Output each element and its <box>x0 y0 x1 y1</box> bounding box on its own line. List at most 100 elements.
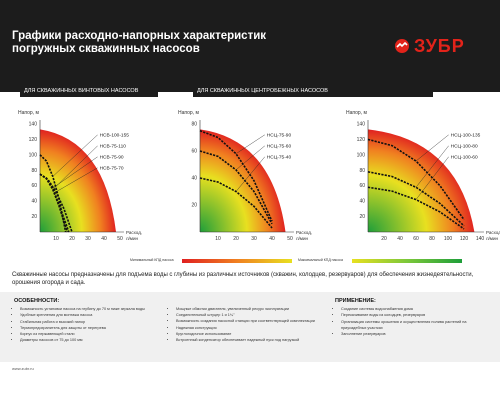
series-label: НСЦ-75-40 <box>267 154 292 160</box>
y-tick-label: 40 <box>31 199 37 205</box>
x-tick-label: 40 <box>397 236 403 242</box>
y-axis-label: Напор, м <box>18 110 39 116</box>
x-axis-label: Расход, <box>486 230 500 235</box>
y-tick-label: 100 <box>29 152 38 158</box>
y-tick-label: 20 <box>359 214 365 220</box>
features-list-2: Мощные обмотки двигателя, увеличенный ре… <box>170 306 325 343</box>
y-axis-label: Напор, м <box>178 110 199 116</box>
list-item: Встроенный конденсатор обеспечивает наде… <box>176 337 325 343</box>
series-label: НСВ-75-90 <box>100 154 124 160</box>
application-title: ПРИМЕНЕНИЕ: <box>335 298 376 304</box>
x-tick-label: 20 <box>381 236 387 242</box>
list-item: Стабильная работа и высокий напор <box>20 319 164 325</box>
series-leader <box>52 156 98 189</box>
x-tick-label: 50 <box>117 236 123 242</box>
legend-max-bar <box>352 259 462 263</box>
list-item: Термопредохранитель для защиты от перегр… <box>20 325 164 331</box>
list-item: Мощные обмотки двигателя, увеличенный ре… <box>176 306 325 312</box>
y-tick-label: 20 <box>31 214 37 220</box>
header-banner: Графики расходно-напорных характеристик … <box>0 0 500 92</box>
list-item: Удобные крепления для монтажа насоса <box>20 312 164 318</box>
series-label: НСЦ-100-135 <box>451 132 481 138</box>
features-list-1: Возможность установки насоса на глубину … <box>14 306 164 343</box>
list-item: Надежная конструкция <box>176 325 325 331</box>
application-list: Создание системы водоснабжения дома Пере… <box>335 306 485 337</box>
x-axis-label: Расход, <box>126 230 142 235</box>
x-axis-label-unit: л/мин <box>296 236 308 241</box>
series-label: НСВ-75-110 <box>100 143 127 149</box>
series-label: НСЦ-100-80 <box>451 143 478 149</box>
x-tick-label: 120 <box>460 236 469 242</box>
chart-1: 140 120 100 80 60 40 20 10 20 30 40 50 Напор, м Расхо… <box>18 110 142 242</box>
list-item: Заполнение резервуаров <box>341 331 485 337</box>
x-tick-label: 30 <box>251 236 257 242</box>
y-tick-label: 40 <box>191 176 197 182</box>
series-leader <box>52 145 98 190</box>
x-tick-label: 100 <box>444 236 453 242</box>
brand-emblem-icon <box>395 39 409 53</box>
series-leader <box>415 134 449 162</box>
series-leader <box>235 134 265 154</box>
application-column: ПРИМЕНЕНИЕ: Создание системы водоснабжен… <box>335 298 485 337</box>
x-tick-label: 40 <box>269 236 275 242</box>
y-tick-label: 140 <box>357 122 366 128</box>
x-tick-label: 140 <box>476 236 485 242</box>
series-label: НСВ-75-70 <box>100 165 124 171</box>
y-tick-label: 120 <box>357 137 366 143</box>
x-tick-label: 10 <box>215 236 221 242</box>
features-column-1: ОСОБЕННОСТИ: Возможность установки насос… <box>14 298 164 343</box>
description-text: Скважинные насосы предназначены для подъ… <box>12 272 474 286</box>
list-item: Возможность создания насосной станции пр… <box>176 318 325 324</box>
section-label-screw: ДЛЯ СКВАЖИННЫХ ВИНТОВЫХ НАСОСОВ <box>20 85 158 97</box>
y-tick-label: 80 <box>191 122 197 128</box>
efficiency-area <box>200 129 286 232</box>
series-leader <box>235 145 265 171</box>
list-item: Перекачивание воды из колодцев, резервуа… <box>341 312 485 318</box>
list-item: Организация системы орошения и осуществл… <box>341 319 485 331</box>
x-tick-label: 40 <box>101 236 107 242</box>
chart-3: 140 120 100 80 60 40 20 20 40 60 80 100 120 140 Напор,… <box>346 110 500 242</box>
charts-area: 140 120 100 80 60 40 20 10 20 30 40 50 Напор, м Расхо… <box>18 110 500 242</box>
series-label: НСЦ-75-90 <box>267 132 292 138</box>
list-item: Корпус из нержавеющей стали <box>20 331 164 337</box>
info-panel: ОСОБЕННОСТИ: Возможность установки насос… <box>0 292 500 362</box>
legend-max-label: Максимальный КПД насоса <box>298 258 343 262</box>
y-tick-label: 80 <box>31 168 37 174</box>
efficiency-legend: Минимальный КПД насоса Максимальный КПД … <box>130 256 470 266</box>
y-tick-label: 60 <box>359 183 365 189</box>
brand-name: ЗУБР <box>414 35 465 56</box>
x-tick-label: 60 <box>413 236 419 242</box>
x-axis-label: Расход, <box>296 230 312 235</box>
series-leader <box>52 134 98 177</box>
legend-min-bar <box>182 259 292 263</box>
list-item: Соединительный штуцер 1 и 1¼" <box>176 312 325 318</box>
x-tick-label: 20 <box>69 236 75 242</box>
features-title: ОСОБЕННОСТИ: <box>14 298 60 304</box>
x-tick-label: 80 <box>429 236 435 242</box>
series-label: НСЦ-100-60 <box>451 154 478 160</box>
y-axis-label: Напор, м <box>346 110 367 116</box>
series-leader <box>415 156 449 200</box>
y-tick-label: 120 <box>29 137 38 143</box>
x-axis-label-unit: л/мин <box>126 236 138 241</box>
series-leader <box>235 156 265 192</box>
series-label: НСВ-100-155 <box>100 132 130 138</box>
x-tick-label: 10 <box>53 236 59 242</box>
list-item: Возможность установки насоса на глубину … <box>20 306 164 312</box>
x-axis-label-unit: л/мин <box>486 236 498 241</box>
brand-logo: ЗУБР <box>394 36 465 56</box>
y-tick-label: 60 <box>191 149 197 155</box>
series-label: НСЦ-75-60 <box>267 143 292 149</box>
series-line <box>367 186 465 230</box>
list-item: Круглогодичное использование <box>176 331 325 337</box>
title-line-2: погружных скважинных насосов <box>12 43 200 55</box>
x-tick-label: 20 <box>233 236 239 242</box>
series-leader <box>55 167 98 193</box>
page-title: Графики расходно-напорных характеристик … <box>12 30 312 56</box>
list-item: Создание системы водоснабжения дома <box>341 306 485 312</box>
title-line-1: Графики расходно-напорных характеристик <box>12 30 267 42</box>
series-leader <box>415 145 449 188</box>
y-tick-label: 20 <box>191 203 197 209</box>
x-tick-label: 50 <box>287 236 293 242</box>
y-tick-label: 60 <box>31 183 37 189</box>
